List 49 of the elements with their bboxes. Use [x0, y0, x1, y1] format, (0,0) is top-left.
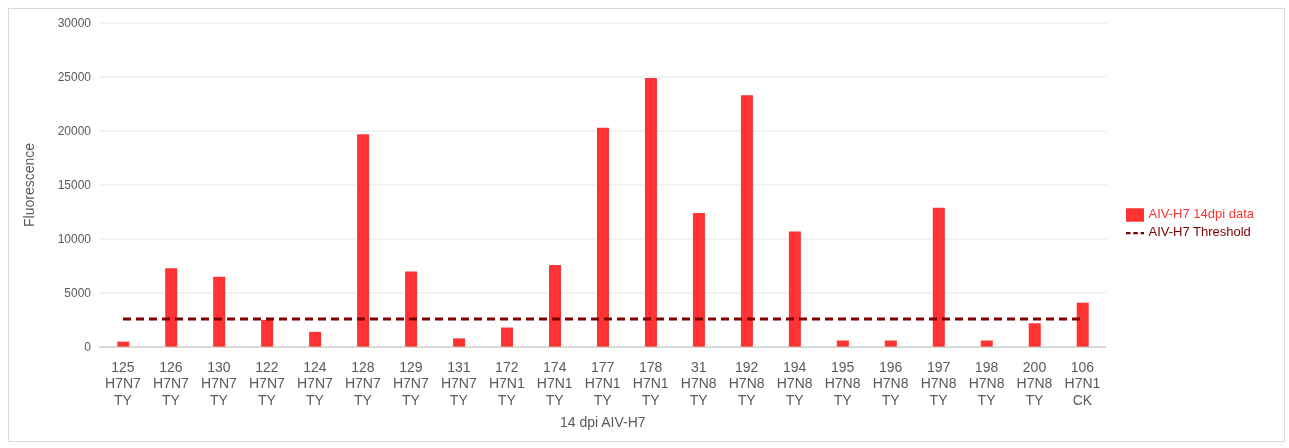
x-tick-label: 126 H7N7 TY: [153, 358, 190, 409]
y-tick-label: 25000: [57, 70, 92, 85]
bar: [405, 271, 418, 347]
bar: [740, 95, 753, 347]
y-tick-label: 20000: [57, 124, 92, 139]
x-tick-label: 124 H7N7 TY: [296, 358, 333, 409]
x-tick-label: 174 H7N1 TY: [536, 358, 573, 409]
x-tick-label: 192 H7N8 TY: [728, 358, 765, 409]
x-tick-label: 197 H7N8 TY: [920, 358, 957, 409]
x-axis-title: 14 dpi AIV-H7: [559, 414, 646, 430]
x-tick-label: 128 H7N7 TY: [344, 358, 381, 409]
y-tick-label: 5000: [64, 286, 92, 301]
bar: [1076, 302, 1089, 347]
bar: [596, 127, 609, 347]
x-tick-label: 194 H7N8 TY: [776, 358, 813, 409]
bar: [213, 276, 226, 347]
bar: [932, 207, 945, 347]
x-tick-label: 31 H7N8 TY: [680, 358, 717, 409]
x-tick-label: 198 H7N8 TY: [968, 358, 1005, 409]
bar: [261, 320, 274, 347]
y-axis-title: Fluorescence: [20, 142, 37, 228]
x-tick-label: 172 H7N1 TY: [488, 358, 525, 409]
x-tick-label: 106 H7N1 CK: [1064, 358, 1101, 409]
bar: [644, 78, 657, 347]
bar: [453, 338, 466, 347]
bar: [1028, 323, 1041, 347]
bar: [692, 213, 705, 347]
y-tick-label: 30000: [57, 16, 92, 31]
y-tick-label: 10000: [57, 232, 92, 247]
x-tick-label: 196 H7N8 TY: [872, 358, 909, 409]
x-tick-label: 122 H7N7 TY: [249, 358, 286, 409]
x-tick-label: 178 H7N1 TY: [632, 358, 669, 409]
bar: [165, 268, 178, 347]
legend-label: AIV-H7 14dpi data: [1148, 206, 1254, 222]
x-tick-label: 125 H7N7 TY: [105, 358, 142, 409]
y-tick-label: 0: [84, 340, 92, 355]
bar: [788, 231, 801, 347]
bar: [501, 327, 514, 347]
x-tick-label: 200 H7N8 TY: [1016, 358, 1053, 409]
x-tick-label: 130 H7N7 TY: [201, 358, 238, 409]
x-tick-label: 195 H7N8 TY: [824, 358, 861, 409]
x-tick-label: 131 H7N7 TY: [440, 358, 477, 409]
legend-label: AIV-H7 Threshold: [1148, 224, 1251, 240]
bar: [357, 134, 370, 347]
bar: [309, 331, 322, 347]
x-tick-label: 177 H7N1 TY: [584, 358, 621, 409]
x-tick-label: 129 H7N7 TY: [392, 358, 429, 409]
y-tick-label: 15000: [57, 178, 92, 193]
bar: [549, 264, 561, 347]
